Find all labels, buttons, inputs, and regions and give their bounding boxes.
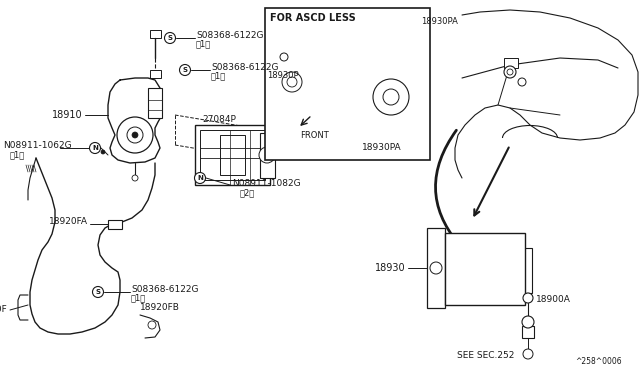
Circle shape — [132, 175, 138, 181]
Text: FRONT: FRONT — [300, 131, 329, 140]
Bar — [522, 326, 534, 338]
Bar — [148, 88, 162, 118]
Text: SEE SEC.252: SEE SEC.252 — [457, 350, 515, 359]
Circle shape — [507, 69, 513, 75]
Circle shape — [195, 173, 205, 183]
Circle shape — [132, 132, 138, 138]
Text: （2）: （2） — [240, 189, 255, 198]
Text: N: N — [92, 145, 98, 151]
Text: 18920F: 18920F — [0, 305, 8, 314]
Circle shape — [518, 78, 526, 86]
Text: S: S — [168, 35, 173, 41]
Bar — [265, 8, 430, 160]
Text: 18910: 18910 — [52, 110, 83, 120]
Bar — [504, 58, 518, 68]
Bar — [278, 30, 288, 36]
Text: （1）: （1） — [131, 294, 147, 302]
Circle shape — [523, 293, 533, 303]
Text: S: S — [95, 289, 100, 295]
Bar — [385, 10, 395, 18]
Circle shape — [127, 127, 143, 143]
Text: S: S — [182, 67, 188, 73]
Bar — [200, 130, 265, 180]
Circle shape — [164, 32, 175, 44]
Bar — [455, 243, 510, 291]
Text: 18930P: 18930P — [267, 71, 299, 80]
Circle shape — [148, 321, 156, 329]
Circle shape — [282, 72, 302, 92]
Text: （1）: （1） — [211, 71, 227, 80]
Text: S08368-6122G: S08368-6122G — [211, 62, 278, 71]
Circle shape — [179, 64, 191, 76]
Bar — [150, 70, 161, 78]
Text: 18920FA: 18920FA — [49, 218, 88, 227]
Circle shape — [259, 147, 275, 163]
Text: 18930: 18930 — [376, 263, 406, 273]
Bar — [195, 125, 270, 185]
Bar — [220, 135, 245, 175]
Text: N: N — [197, 175, 203, 181]
Circle shape — [523, 349, 533, 359]
Text: FOR ASCD LESS: FOR ASCD LESS — [270, 13, 356, 23]
Bar — [450, 238, 518, 298]
Circle shape — [522, 316, 534, 328]
Text: 18920FB: 18920FB — [140, 304, 180, 312]
Bar — [445, 233, 525, 305]
Text: 18930PA: 18930PA — [421, 17, 458, 26]
Bar — [108, 220, 122, 229]
Text: N08911-1082G: N08911-1082G — [232, 179, 301, 187]
Bar — [524, 248, 532, 293]
Circle shape — [287, 77, 297, 87]
Text: S08368-6122G: S08368-6122G — [196, 31, 264, 39]
Text: ^258^0006: ^258^0006 — [575, 357, 621, 366]
Circle shape — [280, 53, 288, 61]
Circle shape — [117, 117, 153, 153]
Text: N08911-1062G: N08911-1062G — [3, 141, 72, 150]
Text: 18930PA: 18930PA — [362, 144, 402, 153]
Text: （1）: （1） — [196, 39, 211, 48]
Text: S08368-6122G: S08368-6122G — [131, 285, 198, 294]
Bar — [427, 228, 445, 308]
Circle shape — [430, 262, 442, 274]
Circle shape — [383, 89, 399, 105]
Circle shape — [504, 66, 516, 78]
Bar — [380, 120, 392, 128]
Bar — [150, 30, 161, 38]
Circle shape — [373, 79, 409, 115]
Bar — [360, 65, 422, 130]
Circle shape — [101, 150, 105, 154]
Text: 18900A: 18900A — [536, 295, 571, 305]
Text: （1）: （1） — [10, 151, 25, 160]
Text: 27084P: 27084P — [202, 115, 236, 125]
Circle shape — [90, 142, 100, 154]
Bar — [260, 133, 275, 178]
Circle shape — [93, 286, 104, 298]
